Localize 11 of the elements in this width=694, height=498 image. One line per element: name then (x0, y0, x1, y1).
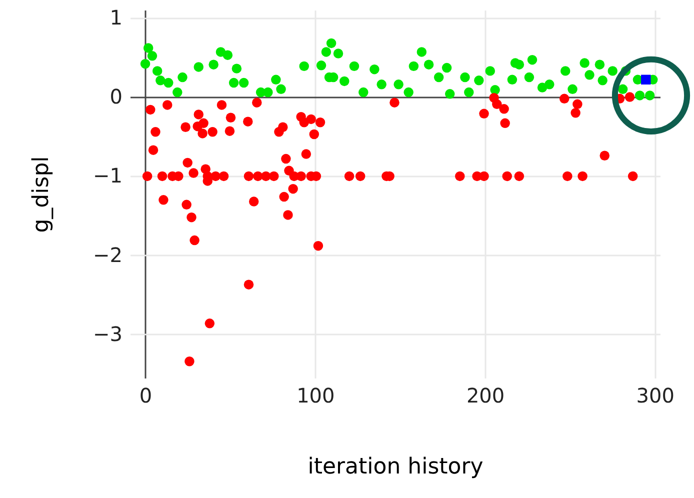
y-tick-label: 0 (110, 84, 122, 109)
x-tick-label: 100 (296, 384, 335, 408)
y-axis-title: g_displ (29, 156, 54, 233)
y-tick-label: 1 (110, 5, 122, 30)
x-tick-label: 200 (466, 384, 505, 408)
x-tick-label: 300 (636, 384, 674, 408)
y-tick-label: −3 (93, 322, 122, 346)
y-tick-label: −2 (93, 242, 122, 267)
y-tick-label: −1 (93, 164, 122, 188)
x-axis-title: iteration history (308, 454, 484, 480)
x-tick-label: 0 (139, 384, 152, 408)
